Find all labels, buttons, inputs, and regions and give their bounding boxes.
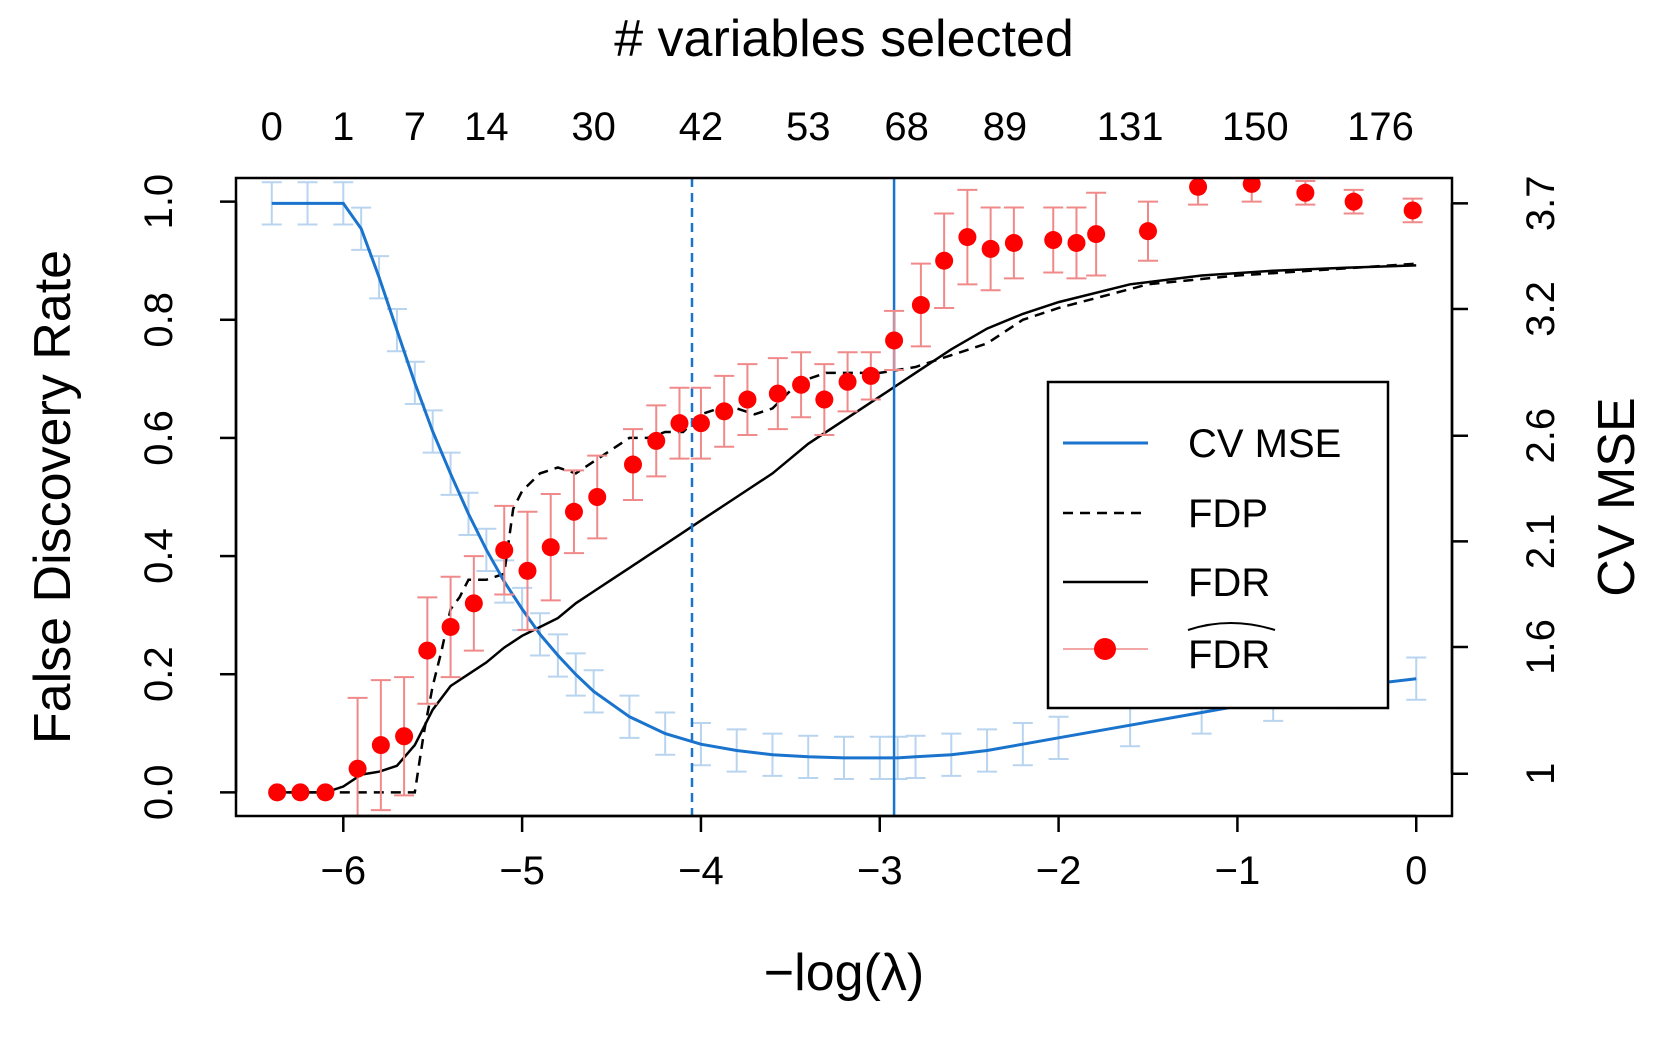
x-axis-title: −log(λ) xyxy=(764,944,924,1002)
fdr-hat-point xyxy=(495,541,514,560)
fdr-hat-point xyxy=(1189,178,1208,196)
top-tick-label: 53 xyxy=(786,105,831,149)
x-tick-label: 0 xyxy=(1405,849,1427,893)
fdr-hat-point xyxy=(815,390,834,409)
fdr-hat-point xyxy=(316,783,335,802)
legend-fdr-label: FDR xyxy=(1188,561,1270,605)
fdr-hat-point xyxy=(1067,233,1086,252)
top-tick-label: 89 xyxy=(983,105,1028,149)
y-tick-label: 0.4 xyxy=(137,528,181,584)
fdr-hat-point xyxy=(715,402,734,421)
x-tick-label: −6 xyxy=(320,849,366,893)
fdr-hat-point xyxy=(647,431,666,450)
fdr-line xyxy=(271,264,1417,794)
fdr-hat-point xyxy=(1296,183,1315,202)
fdr-hat-point xyxy=(541,538,560,557)
fdr-hat-point xyxy=(1087,225,1106,244)
legend-fdr-hat-accent xyxy=(1187,622,1276,631)
fdr-hat-point xyxy=(911,296,930,315)
y2-tick-label: 2.6 xyxy=(1519,408,1563,464)
y2-tick-label: 2.1 xyxy=(1519,514,1563,570)
top-tick-label: 7 xyxy=(404,105,426,149)
fdr-hat-point xyxy=(348,759,367,778)
fdr-hat-point xyxy=(838,372,857,391)
axes: −6 −5 −4 −3 −2 −1 0 0 1 7 14 30 42 53 68 89 131 150 176 0.0… xyxy=(137,105,1563,893)
fdr-hat-point xyxy=(1403,201,1422,220)
x-tick-label: −5 xyxy=(499,849,545,893)
fdr-hat-point xyxy=(418,641,437,660)
top-tick-label: 1 xyxy=(332,105,354,149)
top-tick-label: 42 xyxy=(679,105,724,149)
y2-axis-title: CV MSE xyxy=(1588,397,1646,596)
fdr-hat-point xyxy=(691,414,710,433)
fdr-hat-point xyxy=(861,366,880,385)
fdr-hat-point xyxy=(623,455,642,474)
legend-fdr-hat-label: FDR xyxy=(1188,633,1270,677)
fdr-hat-point xyxy=(588,488,607,506)
legend-fdr-hat-swatch-dot xyxy=(1094,638,1116,660)
y-tick-label: 0.8 xyxy=(137,292,181,348)
reference-lines xyxy=(690,178,896,816)
fdr-hat-points xyxy=(268,178,1423,816)
legend: CV MSE FDP FDR FDR xyxy=(1046,380,1390,710)
y-tick-label: 0.6 xyxy=(137,410,181,466)
fdr-hat-point xyxy=(371,736,390,755)
top-tick-label: 131 xyxy=(1097,105,1164,149)
cv-mse-line xyxy=(271,201,1417,760)
fdr-hat-point xyxy=(441,617,460,636)
fdr-hat-point xyxy=(1044,231,1063,250)
fdr-hat-point xyxy=(1344,192,1363,211)
fdr-hat-point xyxy=(1242,178,1261,193)
x-tick-label: −1 xyxy=(1215,849,1261,893)
top-tick-label: 68 xyxy=(884,105,929,149)
fdr-hat-point xyxy=(981,239,1000,258)
y-axis-title: False Discovery Rate xyxy=(24,250,82,744)
fdr-hat-point xyxy=(885,331,904,350)
y-tick-label: 0.0 xyxy=(137,765,181,821)
fdr-hat-point xyxy=(464,594,483,613)
top-tick-label: 0 xyxy=(261,105,283,149)
fdr-hat-point xyxy=(1139,222,1157,241)
fdr-hat-point xyxy=(564,502,583,521)
y2-tick-label: 1 xyxy=(1519,763,1563,785)
fdr-hat-point xyxy=(291,783,310,802)
series-lines xyxy=(271,201,1417,794)
y-tick-label: 1.0 xyxy=(137,174,181,230)
x-tick-label: −3 xyxy=(857,849,903,893)
fdr-hat-point xyxy=(738,390,757,409)
top-tick-label: 150 xyxy=(1222,105,1289,149)
y-tick-label: 0.2 xyxy=(137,646,181,702)
x-tick-label: −4 xyxy=(678,849,724,893)
top-tick-label: 14 xyxy=(464,105,509,149)
legend-box xyxy=(1046,380,1390,710)
fdr-hat-point xyxy=(395,727,414,746)
fdp-line xyxy=(271,262,1417,794)
x-tick-label: −2 xyxy=(1036,849,1082,893)
y2-tick-label: 3.2 xyxy=(1519,281,1563,337)
fdr-hat-point xyxy=(268,783,287,802)
fdr-hat-point xyxy=(518,561,537,580)
fdr-hat-point xyxy=(935,251,954,270)
top-tick-label: 30 xyxy=(571,105,616,149)
y2-tick-label: 1.6 xyxy=(1519,619,1563,675)
fdr-hat-point xyxy=(792,375,811,394)
legend-fdp-label: FDP xyxy=(1188,492,1268,536)
fdr-hat-point xyxy=(768,384,787,403)
chart-title: # variables selected xyxy=(614,10,1074,68)
fdr-hat-point xyxy=(958,228,977,247)
y2-tick-label: 3.7 xyxy=(1519,176,1563,232)
legend-cv-mse-label: CV MSE xyxy=(1188,422,1341,466)
top-tick-label: 176 xyxy=(1347,105,1414,149)
fdr-hat-point xyxy=(670,414,689,433)
fdr-hat-point xyxy=(1004,233,1023,252)
